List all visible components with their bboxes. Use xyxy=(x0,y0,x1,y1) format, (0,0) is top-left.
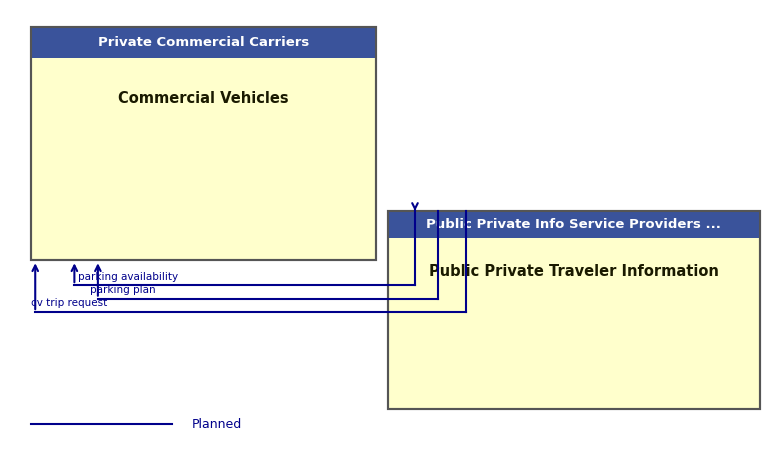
Text: Public Private Traveler Information: Public Private Traveler Information xyxy=(428,264,719,279)
Bar xyxy=(31,27,376,58)
Bar xyxy=(31,27,376,260)
Text: Public Private Info Service Providers ...: Public Private Info Service Providers ..… xyxy=(426,218,721,231)
Bar xyxy=(31,27,376,260)
Text: Commercial Vehicles: Commercial Vehicles xyxy=(118,91,289,106)
Bar xyxy=(388,211,760,409)
Text: parking availability: parking availability xyxy=(78,272,179,282)
Bar xyxy=(388,211,760,409)
Bar xyxy=(388,211,760,238)
Text: cv trip request: cv trip request xyxy=(31,299,107,308)
Text: Planned: Planned xyxy=(192,418,242,431)
Text: parking plan: parking plan xyxy=(90,285,156,295)
Text: Private Commercial Carriers: Private Commercial Carriers xyxy=(98,36,309,49)
